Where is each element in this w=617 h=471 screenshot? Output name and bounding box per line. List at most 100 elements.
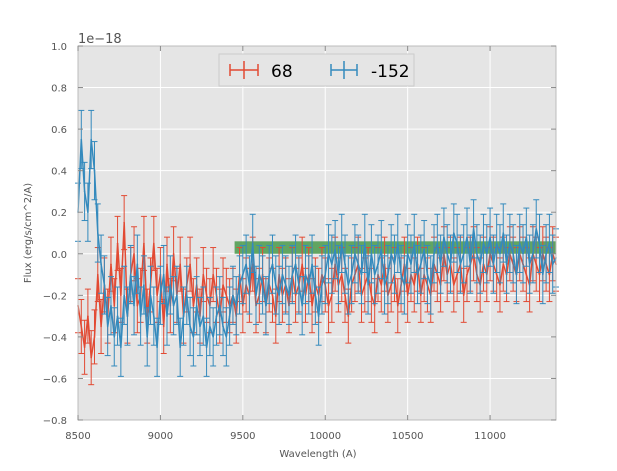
data-point xyxy=(301,263,303,265)
data-point xyxy=(518,242,521,245)
x-tick-label: 11000 xyxy=(474,431,506,442)
data-point xyxy=(307,284,310,286)
data-point xyxy=(380,284,383,286)
data-point xyxy=(166,263,168,265)
data-point xyxy=(120,294,122,297)
data-point xyxy=(225,294,228,297)
data-point xyxy=(515,273,518,276)
data-point xyxy=(189,325,191,328)
data-point xyxy=(538,242,541,245)
data-point xyxy=(278,294,280,297)
data-point xyxy=(331,263,333,265)
data-point xyxy=(406,252,409,255)
data-point xyxy=(426,273,429,276)
data-point xyxy=(258,273,261,276)
data-point xyxy=(143,242,145,245)
data-point xyxy=(169,284,172,286)
data-point xyxy=(410,263,412,265)
y-tick-label: −0.8 xyxy=(43,416,67,427)
data-point xyxy=(443,236,445,238)
data-point xyxy=(116,315,119,317)
data-point xyxy=(202,273,205,276)
data-point xyxy=(416,273,419,276)
data-point xyxy=(396,304,399,307)
data-point xyxy=(199,325,201,328)
data-point xyxy=(215,315,218,317)
data-point xyxy=(456,273,458,276)
data-point xyxy=(344,294,346,297)
data-point xyxy=(304,273,307,276)
data-point xyxy=(499,252,501,255)
data-point xyxy=(294,294,297,297)
data-point xyxy=(129,273,132,276)
data-point xyxy=(354,252,356,255)
data-point xyxy=(324,273,327,276)
data-point xyxy=(512,252,514,255)
data-point xyxy=(482,242,485,245)
data-point xyxy=(502,263,505,265)
data-point xyxy=(453,232,455,234)
data-point xyxy=(429,284,432,286)
data-point xyxy=(423,248,425,251)
data-point xyxy=(205,346,208,349)
data-point xyxy=(340,273,343,276)
data-point xyxy=(120,346,122,349)
data-point xyxy=(364,284,366,286)
data-point xyxy=(311,304,313,307)
data-point xyxy=(364,242,366,245)
y-offset-text: 1e−18 xyxy=(78,32,122,47)
y-tick-label: 0.2 xyxy=(51,208,67,219)
x-tick-label: 9500 xyxy=(230,431,255,442)
data-point xyxy=(281,273,284,276)
y-tick-label: 0.0 xyxy=(51,250,67,261)
data-point xyxy=(268,273,271,276)
data-point xyxy=(242,304,244,307)
data-point xyxy=(495,242,498,245)
y-tick-label: 1.0 xyxy=(51,42,67,53)
series-line xyxy=(77,222,557,358)
data-point xyxy=(185,294,188,297)
data-point xyxy=(462,294,465,297)
data-point xyxy=(139,315,142,317)
y-tick-label: −0.2 xyxy=(43,291,67,302)
data-point xyxy=(413,242,416,245)
data-point xyxy=(284,284,287,286)
data-point xyxy=(123,221,125,224)
data-point xyxy=(149,294,152,297)
data-point xyxy=(288,294,290,297)
data-point xyxy=(265,304,267,307)
data-point xyxy=(96,273,99,276)
data-point xyxy=(83,190,86,193)
data-point xyxy=(232,294,234,297)
data-point xyxy=(331,294,333,297)
data-point xyxy=(538,273,541,276)
data-point xyxy=(347,315,350,317)
data-point xyxy=(271,263,274,265)
data-point xyxy=(462,252,465,255)
data-point xyxy=(146,336,149,338)
data-point xyxy=(248,284,251,286)
data-point xyxy=(472,228,475,230)
data-point xyxy=(202,315,205,317)
data-point xyxy=(301,304,303,307)
data-point xyxy=(542,273,544,276)
data-point xyxy=(242,273,244,276)
data-point xyxy=(110,304,112,307)
data-point xyxy=(212,273,214,276)
data-point xyxy=(225,336,228,338)
data-point xyxy=(274,315,277,317)
data-point xyxy=(218,304,221,307)
x-tick-label: 9000 xyxy=(148,431,173,442)
data-point xyxy=(479,263,481,265)
data-point xyxy=(337,273,340,276)
data-point xyxy=(314,294,317,297)
data-point xyxy=(525,236,528,238)
data-point xyxy=(136,304,139,307)
data-point xyxy=(172,252,175,255)
data-point xyxy=(436,242,439,245)
data-point xyxy=(235,304,238,307)
data-point xyxy=(126,315,129,317)
data-point xyxy=(347,284,350,286)
data-point xyxy=(548,273,551,276)
data-point xyxy=(413,284,416,286)
